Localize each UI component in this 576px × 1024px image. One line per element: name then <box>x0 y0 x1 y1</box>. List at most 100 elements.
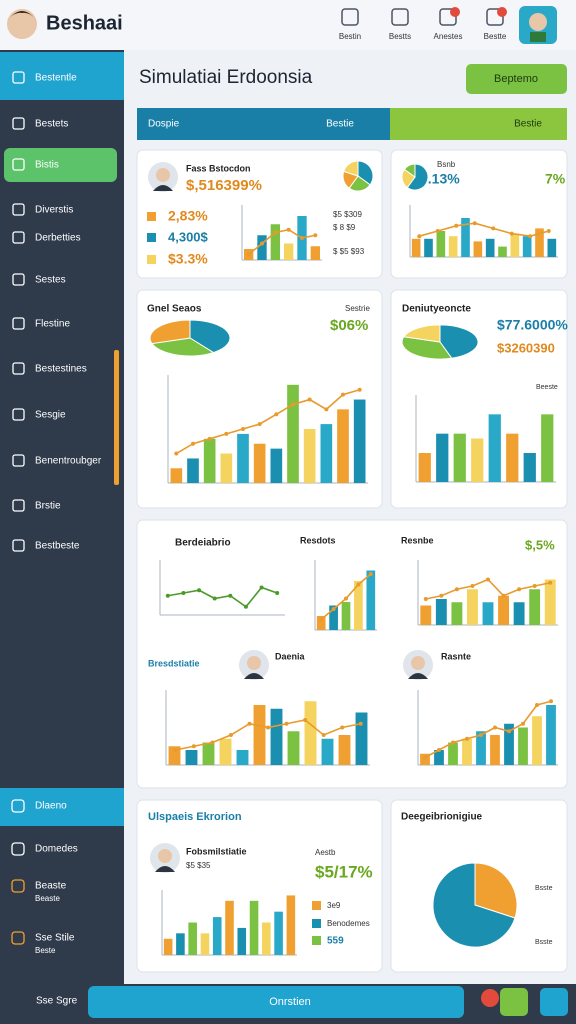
menu-item[interactable]: Brstie <box>35 501 61 512</box>
footer-button[interactable] <box>88 986 464 1018</box>
menu-item[interactable]: Bestbeste <box>35 541 80 552</box>
menu-item[interactable]: Beste <box>35 946 56 955</box>
menu-item[interactable]: Bestentle <box>35 73 77 84</box>
card-text: $ 8 $9 <box>333 223 356 232</box>
menu-item[interactable]: Beaste <box>35 881 67 892</box>
card-text: $06% <box>330 317 368 334</box>
button-label[interactable]: Beptemo <box>494 73 538 85</box>
card-text: Sestrie <box>345 304 370 313</box>
menu-icon <box>11 931 25 945</box>
bar <box>287 384 299 483</box>
trend-point <box>165 593 170 598</box>
tab-label[interactable]: Bestie <box>514 119 542 130</box>
primary-button[interactable] <box>466 64 567 94</box>
bar <box>321 738 334 765</box>
pie-slice <box>149 319 191 345</box>
bar <box>453 433 466 482</box>
bar <box>225 900 234 955</box>
tab-label[interactable]: Bestie <box>326 119 354 130</box>
card-text: $5 $309 <box>333 210 362 219</box>
footer-button-label[interactable]: Onrstien <box>269 996 311 1008</box>
menu-item[interactable]: Sesgie <box>35 410 66 421</box>
bar <box>176 933 185 955</box>
menu-item[interactable]: Diverstis <box>35 205 73 216</box>
bar <box>237 927 247 955</box>
trend-point <box>284 721 289 726</box>
trend-point <box>173 748 178 752</box>
bar <box>338 735 351 765</box>
trend-point <box>307 397 312 402</box>
trend-point <box>423 755 427 760</box>
menu-item[interactable]: Bestets <box>35 119 68 130</box>
menu-item[interactable]: Bestestines <box>35 364 87 375</box>
bar <box>532 716 542 765</box>
menu-item[interactable]: Sse Stile <box>35 933 75 944</box>
menu-icon <box>12 317 25 330</box>
card-text: Rasnte <box>441 651 471 661</box>
footer-label: Sse Sgre <box>36 996 78 1007</box>
footer-icon[interactable] <box>481 989 499 1007</box>
menu-icon <box>12 158 25 171</box>
menu-item[interactable]: Dlaeno <box>35 801 67 812</box>
bar <box>185 750 198 765</box>
menu-icon <box>12 273 25 286</box>
card-text: Resdots <box>300 535 336 545</box>
trend-line <box>167 586 278 608</box>
bar <box>462 738 472 765</box>
tab-active[interactable] <box>137 108 390 140</box>
header-icon[interactable] <box>486 8 504 26</box>
legend-swatch <box>147 255 156 264</box>
trend-point <box>207 436 212 441</box>
trend-point <box>549 699 553 704</box>
avatar-body <box>244 673 264 679</box>
bar <box>435 599 447 625</box>
trend-point <box>521 721 525 726</box>
trend-point <box>517 587 522 592</box>
menu-item[interactable]: Derbetties <box>35 233 81 244</box>
menu-item[interactable]: Sestes <box>35 275 66 286</box>
bar <box>355 712 368 765</box>
trend-point <box>451 740 455 745</box>
menu-item[interactable]: Benentroubger <box>35 456 102 467</box>
menu-item[interactable]: Beaste <box>35 894 60 903</box>
header-icon-label: Bestts <box>389 32 411 41</box>
trend-point <box>493 725 497 730</box>
trend-point <box>479 733 483 737</box>
trend-point <box>319 617 324 622</box>
legend-swatch <box>312 901 321 910</box>
bar <box>212 917 222 955</box>
bar <box>418 453 431 482</box>
trend-point <box>228 593 233 598</box>
sidebar-highlight <box>4 148 117 182</box>
trend-point <box>417 234 422 239</box>
bar <box>436 433 449 482</box>
card-text: $,516399% <box>186 177 262 194</box>
footer-icon[interactable] <box>500 988 528 1016</box>
trend-point <box>247 721 252 726</box>
bar <box>461 218 470 257</box>
header-icon[interactable] <box>391 8 409 26</box>
tab-label[interactable]: Dospie <box>148 119 180 130</box>
bar <box>270 224 280 260</box>
card-text: Bsste <box>535 885 553 892</box>
tab[interactable] <box>390 108 567 140</box>
card-text: Daenia <box>275 651 306 661</box>
avatar-body <box>155 866 175 872</box>
card-text: 3e9 <box>327 901 341 910</box>
menu-item[interactable]: Domedes <box>35 844 78 855</box>
header-icon-label: Bestte <box>484 32 507 41</box>
trend-point <box>472 221 477 226</box>
footer-icon[interactable] <box>540 988 568 1016</box>
bar <box>522 236 532 257</box>
bar <box>316 616 326 630</box>
sidebar-active <box>0 52 124 100</box>
menu-item[interactable]: Bistis <box>35 160 59 171</box>
menu-icon <box>12 231 25 244</box>
header-icon[interactable] <box>341 8 359 26</box>
header-icon[interactable] <box>439 8 457 26</box>
trend-point <box>454 587 459 592</box>
trend-point <box>303 718 308 722</box>
card-text: 559 <box>327 936 344 947</box>
menu-item[interactable]: Flestine <box>35 319 70 330</box>
bar <box>287 731 300 765</box>
